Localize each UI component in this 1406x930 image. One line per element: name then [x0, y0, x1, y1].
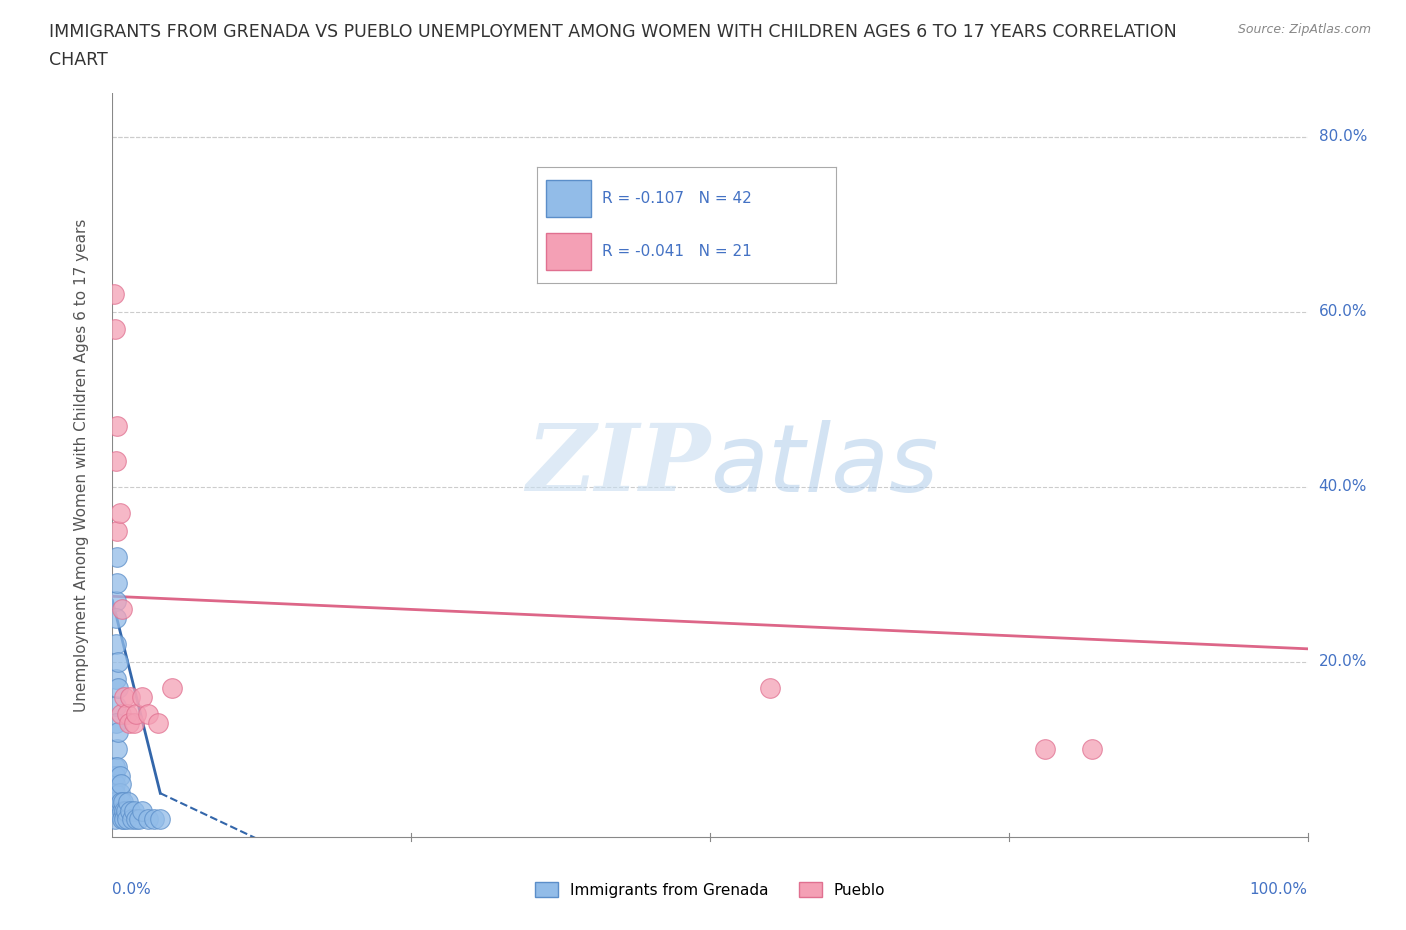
Point [1081, 742, 1104, 757]
Point [121, 812, 143, 827]
Point [131, 689, 153, 704]
Point [105, 576, 128, 591]
Y-axis label: Unemployment Among Women with Children Ages 6 to 17 years: Unemployment Among Women with Children A… [75, 219, 89, 711]
Text: ZIP: ZIP [526, 420, 710, 510]
Point [149, 812, 172, 827]
Point [112, 794, 135, 809]
Point [128, 812, 150, 827]
Point [110, 794, 132, 809]
Point [104, 794, 127, 809]
Point [114, 689, 135, 704]
Text: atlas: atlas [710, 419, 938, 511]
Point [105, 418, 128, 433]
Point [105, 524, 128, 538]
Point [110, 707, 132, 722]
Point [138, 707, 160, 722]
Point [105, 716, 128, 731]
Point [110, 777, 132, 792]
Text: 80.0%: 80.0% [1319, 129, 1367, 144]
Text: 100.0%: 100.0% [1250, 882, 1308, 897]
Point [146, 716, 169, 731]
Point [1033, 742, 1056, 757]
Point [125, 812, 148, 827]
Point [138, 812, 160, 827]
Point [104, 786, 127, 801]
Point [120, 804, 142, 818]
Point [105, 453, 128, 468]
Text: IMMIGRANTS FROM GRENADA VS PUEBLO UNEMPLOYMENT AMONG WOMEN WITH CHILDREN AGES 6 : IMMIGRANTS FROM GRENADA VS PUEBLO UNEMPL… [49, 23, 1177, 41]
Point [131, 804, 153, 818]
Text: Source: ZipAtlas.com: Source: ZipAtlas.com [1237, 23, 1371, 36]
Point [105, 742, 128, 757]
Point [107, 724, 129, 739]
Point [103, 286, 125, 301]
Point [104, 812, 127, 827]
Point [125, 707, 148, 722]
Point [162, 681, 183, 696]
Text: 60.0%: 60.0% [1319, 304, 1367, 319]
Point [117, 794, 139, 809]
Point [104, 768, 127, 783]
Point [143, 812, 166, 827]
Point [108, 768, 131, 783]
Point [103, 804, 125, 818]
Point [105, 760, 128, 775]
Point [108, 786, 131, 801]
Point [104, 777, 127, 792]
Point [111, 602, 134, 617]
Point [115, 812, 138, 827]
Point [114, 804, 136, 818]
Point [111, 812, 134, 827]
Point [122, 716, 145, 731]
Text: 40.0%: 40.0% [1319, 479, 1367, 495]
Point [759, 681, 782, 696]
Point [111, 804, 134, 818]
Point [107, 655, 129, 670]
Point [118, 716, 141, 731]
Point [104, 760, 127, 775]
Point [107, 681, 129, 696]
Point [104, 322, 127, 337]
Text: 0.0%: 0.0% [112, 882, 152, 897]
Legend: Immigrants from Grenada, Pueblo: Immigrants from Grenada, Pueblo [529, 875, 891, 904]
Point [105, 550, 128, 565]
Point [105, 637, 128, 652]
Point [103, 786, 125, 801]
Text: CHART: CHART [49, 51, 108, 69]
Text: 20.0%: 20.0% [1319, 655, 1367, 670]
Point [115, 707, 138, 722]
Point [105, 672, 128, 687]
Point [114, 812, 135, 827]
Point [105, 698, 128, 713]
Point [105, 593, 128, 608]
Point [122, 804, 145, 818]
Point [105, 611, 128, 626]
Point [114, 804, 135, 818]
Point [108, 506, 131, 521]
Point [120, 689, 142, 704]
